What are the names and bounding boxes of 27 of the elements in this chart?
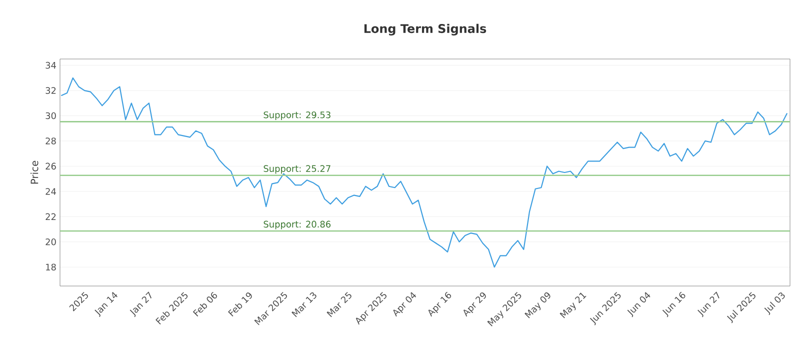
y-tick-label: 24: [46, 188, 56, 195]
chart-title: Long Term Signals: [364, 24, 486, 36]
x-tick-label: Apr 16: [428, 292, 452, 317]
x-tick-label: Jul 03: [764, 292, 785, 316]
x-tick-label: Jan 27: [130, 292, 152, 318]
ref-line-label: Support: 29.53: [264, 111, 330, 120]
ref-line-label: Support: 25.27: [264, 165, 330, 174]
x-tick-label: Apr 29: [464, 292, 486, 317]
x-tick-label: Jan 14: [94, 292, 118, 318]
x-tick-label: Feb 06: [192, 292, 218, 316]
x-tick-label: Jun 04: [627, 292, 650, 318]
y-tick-label: 18: [46, 264, 56, 270]
x-tick-label: Apr 04: [393, 292, 416, 317]
x-tick-label: Jun 16: [662, 292, 686, 318]
y-tick-label: 26: [46, 162, 56, 170]
y-tick-label: 20: [46, 238, 56, 246]
y-tick-label: 30: [46, 112, 56, 120]
x-tick-label: Mar 25: [326, 292, 352, 318]
y-tick-label: 32: [46, 87, 56, 94]
y-tick-label: 34: [46, 62, 56, 69]
ref-line-label: Support: 20.86: [264, 220, 331, 230]
y-axis-title: Price: [30, 160, 38, 184]
y-tick-label: 28: [46, 138, 56, 144]
x-tick-label: Feb 19: [228, 292, 252, 316]
x-tick-label: Jun 27: [698, 292, 720, 318]
y-tick-label: 22: [46, 213, 56, 220]
x-tick-label: Mar 13: [292, 292, 316, 318]
